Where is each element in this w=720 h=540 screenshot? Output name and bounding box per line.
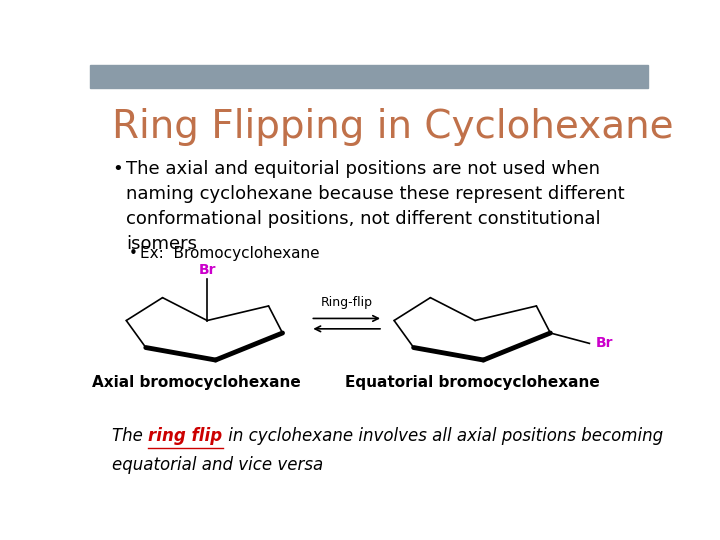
Text: Equatorial bromocyclohexane: Equatorial bromocyclohexane [345, 375, 600, 389]
Text: in cyclohexane involves all axial positions becoming: in cyclohexane involves all axial positi… [222, 427, 662, 444]
Text: Ex:  Bromocyclohexane: Ex: Bromocyclohexane [140, 246, 320, 261]
Text: The axial and equitorial positions are not used when
naming cyclohexane because : The axial and equitorial positions are n… [126, 160, 625, 253]
Text: Axial bromocyclohexane: Axial bromocyclohexane [91, 375, 300, 389]
Text: Br: Br [596, 336, 613, 350]
Text: Ring Flipping in Cyclohexane: Ring Flipping in Cyclohexane [112, 109, 674, 146]
Text: Br: Br [199, 263, 216, 277]
Text: The: The [112, 427, 148, 444]
Text: equatorial and vice versa: equatorial and vice versa [112, 456, 323, 475]
Text: •: • [112, 160, 123, 178]
Text: Ring-flip: Ring-flip [320, 296, 373, 309]
Text: •: • [129, 246, 138, 261]
Text: ring flip: ring flip [148, 427, 222, 444]
Bar [90, 65, 648, 87]
